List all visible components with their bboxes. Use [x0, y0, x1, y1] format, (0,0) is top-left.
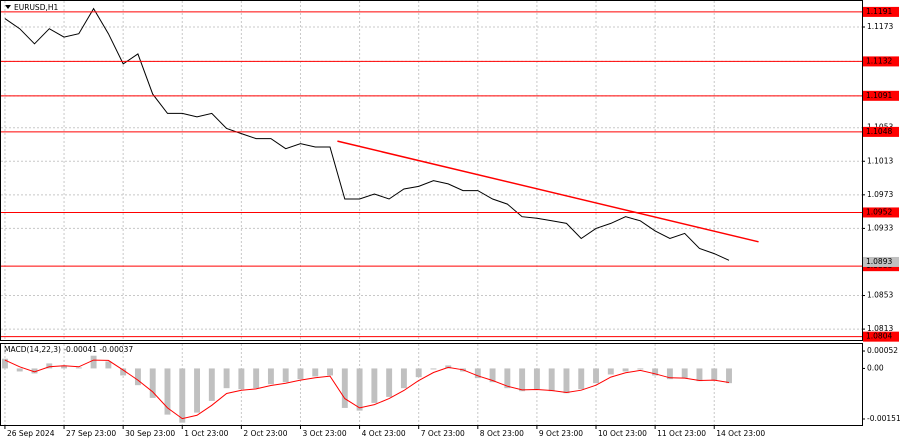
macd-bar [179, 368, 186, 423]
y-tick-label: 1.1173 [867, 22, 893, 31]
macd-bar [75, 367, 82, 369]
macd-bar [223, 368, 230, 389]
macd-bar [46, 363, 53, 369]
macd-bar [238, 368, 245, 390]
macd-bar [430, 368, 437, 370]
macd-bar [519, 368, 526, 392]
macd-bar [415, 368, 422, 378]
level-label: 1.1132 [866, 56, 892, 65]
macd-bar [533, 368, 540, 390]
macd-bar [489, 368, 496, 383]
macd-bar [474, 368, 481, 379]
macd-bar [681, 368, 688, 379]
macd-bar [61, 365, 68, 369]
macd-bar [149, 368, 156, 398]
macd-bar [164, 368, 171, 415]
macd-bar [637, 368, 644, 370]
price-line [4, 7, 730, 261]
macd-bar [341, 368, 348, 408]
y-tick-label: 1.0813 [867, 324, 893, 333]
macd-frame [0, 343, 863, 426]
level-label: 1.0952 [866, 207, 892, 216]
macd-bar [696, 368, 703, 382]
menu-icon [5, 5, 11, 9]
macd-bar [312, 368, 319, 377]
macd-bar [134, 368, 141, 386]
x-tick-label: 3 Oct 23:00 [302, 429, 346, 438]
x-tick-label: 7 Oct 23:00 [421, 429, 465, 438]
x-tick-label: 9 Oct 23:00 [539, 429, 583, 438]
macd-bar [578, 368, 585, 390]
level-label-box [863, 90, 899, 101]
macd-bar [31, 368, 38, 374]
level-label: 1.1191 [866, 7, 892, 16]
macd-bar [400, 368, 407, 389]
macd-bar [548, 368, 555, 392]
level-label: 1.1048 [866, 127, 892, 136]
macd-bar [607, 368, 614, 375]
y-tick-label: 1.0933 [867, 223, 893, 232]
x-tick-label: 27 Sep 23:00 [66, 429, 116, 438]
macd-bar [593, 368, 599, 384]
macd-bar [563, 368, 570, 394]
x-tick-label: 14 Oct 23:00 [716, 429, 765, 438]
macd-bar [1, 358, 8, 369]
macd-bar [282, 368, 289, 383]
x-tick-label: 10 Oct 23:00 [598, 429, 647, 438]
x-tick-label: 11 Oct 23:00 [657, 429, 706, 438]
macd-bar [711, 368, 718, 381]
macd-bar [726, 368, 732, 384]
macd-bar [666, 368, 673, 380]
macd-bar [90, 355, 97, 369]
x-tick-label: 8 Oct 23:00 [480, 429, 524, 438]
y-tick-label: 1.0973 [867, 190, 893, 199]
level-label-box [863, 126, 899, 137]
macd-bar [622, 368, 629, 372]
x-tick-label: 2 Oct 23:00 [243, 429, 287, 438]
chart-title: EURUSD,H1 [14, 3, 58, 12]
last-price-box [863, 256, 899, 267]
macd-bar [105, 361, 112, 369]
price-frame [0, 0, 863, 341]
last-price-label: 1.0893 [866, 257, 892, 266]
macd-bar [327, 368, 333, 376]
macd-bar [208, 368, 215, 401]
macd-bar [652, 368, 659, 376]
indicator-title: MACD(14,22,3) -0.00041 -0.00037 [4, 345, 133, 354]
trend-line [337, 140, 759, 243]
x-tick-label: 26 Sep 2024 [7, 429, 55, 438]
level-label-box [863, 331, 899, 342]
macd-bar [356, 368, 363, 411]
macd-bar [267, 368, 274, 385]
y-tick-label: -0.00151 [867, 414, 900, 423]
y-tick-label: 0.00 [867, 363, 884, 372]
level-label: 1.0804 [866, 332, 892, 341]
macd-bar [386, 368, 393, 397]
level-label-box [863, 207, 899, 218]
level-label-box [863, 6, 899, 17]
level-label-box [863, 56, 899, 67]
macd-bar [194, 368, 200, 413]
macd-bar [16, 368, 23, 372]
level-label: 1.1091 [866, 91, 892, 100]
macd-bar [120, 368, 127, 376]
y-tick-label: 1.1013 [867, 156, 893, 165]
macd-bar [253, 368, 260, 389]
y-tick-label: 0.00052 [867, 346, 898, 355]
signal-line [4, 359, 730, 420]
x-tick-label: 1 Oct 23:00 [184, 429, 228, 438]
x-tick-label: 30 Sep 23:00 [125, 429, 175, 438]
macd-bar [297, 368, 304, 380]
macd-bar [504, 368, 511, 389]
y-tick-label: 1.0853 [867, 291, 893, 300]
x-tick-label: 4 Oct 23:00 [362, 429, 406, 438]
macd-bar [371, 368, 378, 403]
